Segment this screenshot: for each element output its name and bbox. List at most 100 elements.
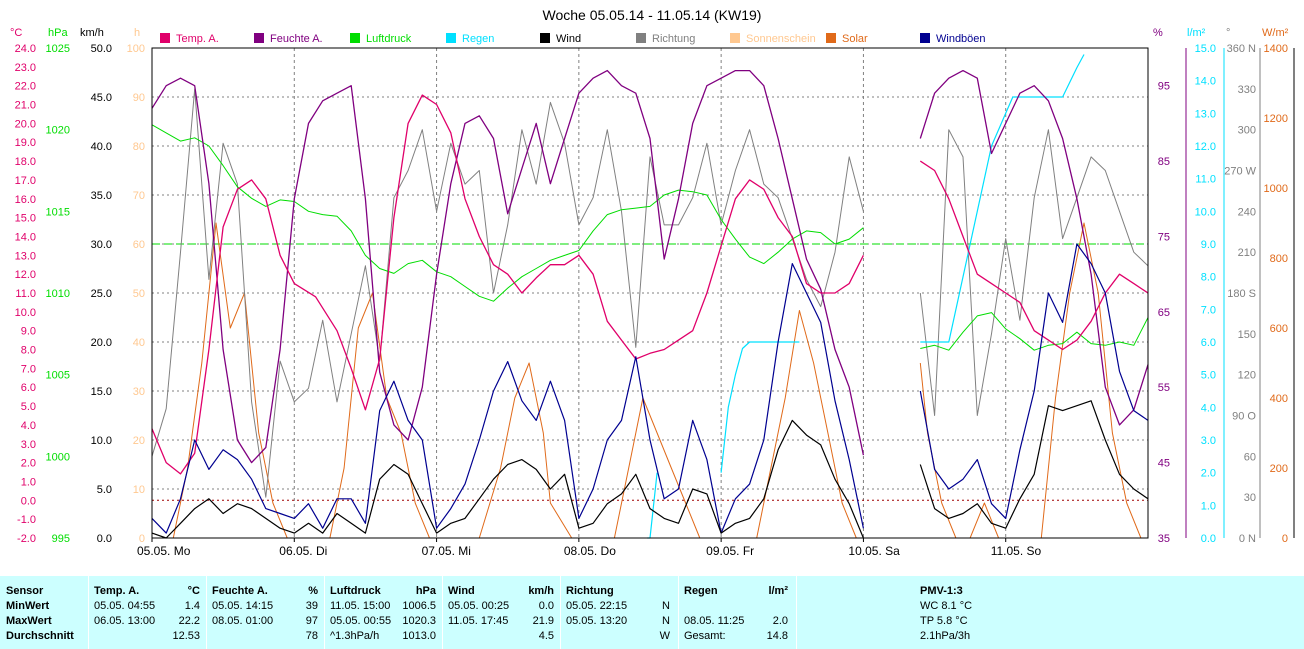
tick-label-temp: -2.0 bbox=[17, 533, 36, 545]
x-tick-label: 05.05. Mo bbox=[137, 544, 191, 558]
tick-label-temp: 4.0 bbox=[21, 420, 36, 432]
series-line-temp bbox=[151, 94, 1149, 475]
x-tick-label: 06.05. Di bbox=[279, 544, 327, 558]
legend-swatch-sonnenschein bbox=[730, 33, 740, 43]
tick-label-wind: 5.0 bbox=[97, 484, 112, 496]
tick-label-rain: 14.0 bbox=[1195, 76, 1216, 88]
tick-label-temp: 16.0 bbox=[15, 194, 36, 206]
tick-label-direction: 270 W bbox=[1224, 166, 1256, 178]
x-axis-labels: 05.05. Mo 06.05. Di 07.05. Mi 08.05. Do 09.0… bbox=[137, 538, 1042, 558]
tick-label-rain: 8.0 bbox=[1201, 272, 1216, 284]
tick-label-temp: 14.0 bbox=[15, 231, 36, 243]
tick-label-temp: -1.0 bbox=[17, 514, 36, 526]
tick-label-temp: 0.0 bbox=[21, 495, 36, 507]
tick-label-pressure: 1015 bbox=[46, 206, 70, 218]
tick-label-wind: 20.0 bbox=[91, 337, 112, 349]
tick-label-wind: 35.0 bbox=[91, 190, 112, 202]
tick-label-rain: 9.0 bbox=[1201, 239, 1216, 251]
feuchte-max-value: 97 bbox=[305, 615, 318, 627]
temp-header: Temp. A. bbox=[94, 585, 140, 597]
luftdruck-avg-value: 1013.0 bbox=[402, 630, 436, 642]
tick-label-temp: 1.0 bbox=[21, 476, 36, 488]
tick-label-rain: 7.0 bbox=[1201, 304, 1216, 316]
luftdruck-header: Luftdruck bbox=[330, 585, 381, 597]
wind-max-time: 11.05. 17:45 bbox=[448, 615, 509, 627]
series-line-windboeen bbox=[151, 243, 1149, 534]
legend-swatch-windboeen bbox=[920, 33, 930, 43]
tick-label-pressure: 1005 bbox=[46, 370, 70, 382]
temp-min-value: 1.4 bbox=[184, 600, 200, 612]
x-tick-label: 09.05. Fr bbox=[706, 544, 754, 558]
tick-label-rain: 4.0 bbox=[1201, 402, 1216, 414]
statistics-panel: Sensor MinWert MaxWert Durchschnitt Temp… bbox=[0, 576, 1304, 649]
legend-label-feuchte: Feuchte A. bbox=[270, 33, 323, 45]
tick-label-rain: 5.0 bbox=[1201, 370, 1216, 382]
tick-label-sun: 40 bbox=[133, 337, 145, 349]
tick-label-temp: 12.0 bbox=[15, 269, 36, 281]
axis-units: °C hPa km/h h% l/m² ° W/m² bbox=[10, 27, 1289, 39]
legend-label-wind: Wind bbox=[556, 33, 581, 45]
tick-label-sun: 80 bbox=[133, 141, 145, 153]
tick-label-wind: 10.0 bbox=[91, 435, 112, 447]
regen-total-value: 14.8 bbox=[766, 630, 788, 642]
tick-label-direction: 300 bbox=[1238, 125, 1256, 137]
tick-label-sun: 70 bbox=[133, 190, 145, 202]
tick-label-temp: 5.0 bbox=[21, 401, 36, 413]
tick-label-humidity: 75 bbox=[1158, 231, 1170, 243]
unit-label-sun: h bbox=[134, 27, 140, 39]
unit-label-temp: °C bbox=[10, 27, 22, 39]
temp-max-time: 06.05. 13:00 bbox=[94, 615, 156, 627]
tick-label-humidity: 65 bbox=[1158, 307, 1170, 319]
tick-label-humidity: 45 bbox=[1158, 458, 1170, 470]
luftdruck-max-time: 05.05. 00:55 bbox=[330, 615, 392, 627]
legend-label-luftdruck: Luftdruck bbox=[366, 33, 412, 45]
tick-label-sun: 10 bbox=[133, 484, 145, 496]
unit-label-rain: l/m² bbox=[1187, 27, 1206, 39]
pmv-tp: TP 5.8 °C bbox=[920, 615, 968, 627]
tick-label-rain: 2.0 bbox=[1201, 468, 1216, 480]
tick-label-sun: 0 bbox=[139, 533, 145, 545]
tick-label-direction: 150 bbox=[1238, 329, 1256, 341]
series-line-richtung bbox=[151, 88, 1149, 498]
regen-unit: l/m² bbox=[768, 585, 788, 597]
luftdruck-max-value: 1020.3 bbox=[402, 615, 436, 627]
tick-label-temp: 20.0 bbox=[15, 118, 36, 130]
legend-swatch-solar bbox=[826, 33, 836, 43]
tick-label-wind: 15.0 bbox=[91, 386, 112, 398]
tick-label-direction: 360 N bbox=[1227, 43, 1256, 55]
feuchte-min-value: 39 bbox=[305, 600, 318, 612]
tick-label-direction: 210 bbox=[1238, 247, 1256, 259]
wind-avg-value: 4.5 bbox=[538, 630, 554, 642]
tick-label-direction: 90 O bbox=[1232, 411, 1256, 423]
series-lines bbox=[151, 55, 1149, 539]
wind-min-time: 05.05. 00:25 bbox=[448, 600, 510, 612]
tick-label-solar: 400 bbox=[1270, 393, 1288, 405]
tick-label-rain: 6.0 bbox=[1201, 337, 1216, 349]
tick-label-temp: 13.0 bbox=[15, 250, 36, 262]
legend-label-richtung: Richtung bbox=[652, 33, 695, 45]
richtung-max-time: 05.05. 13:20 bbox=[566, 615, 628, 627]
tick-label-solar: 200 bbox=[1270, 463, 1288, 475]
sensor-header: Sensor bbox=[6, 585, 44, 597]
luftdruck-unit: hPa bbox=[415, 585, 436, 597]
legend-label-regen: Regen bbox=[462, 33, 494, 45]
tick-label-rain: 10.0 bbox=[1195, 206, 1216, 218]
luftdruck-trend: ^1.3hPa/h bbox=[330, 630, 380, 642]
feuchte-max-time: 08.05. 01:00 bbox=[212, 615, 274, 627]
tick-label-solar: 1400 bbox=[1264, 43, 1288, 55]
axes: 24.0 23.0 22.0 21.0 20.0 19.0 18.0 17.0 16.0 15.0… bbox=[15, 43, 1295, 545]
tick-label-direction: 30 bbox=[1244, 492, 1256, 504]
tick-label-temp: 23.0 bbox=[15, 62, 36, 74]
chart-title: Woche 05.05.14 - 11.05.14 (KW19) bbox=[543, 7, 762, 23]
tick-label-rain: 13.0 bbox=[1195, 108, 1216, 120]
series-line-luftdruck bbox=[151, 124, 1149, 351]
tick-label-direction: 240 bbox=[1238, 206, 1256, 218]
tick-label-solar: 1000 bbox=[1264, 183, 1288, 195]
tick-label-rain: 1.0 bbox=[1201, 500, 1216, 512]
feuchte-unit: % bbox=[308, 585, 318, 597]
tick-label-pressure: 995 bbox=[52, 533, 70, 545]
tick-label-sun: 100 bbox=[127, 43, 145, 55]
wind-unit: km/h bbox=[528, 585, 554, 597]
tick-label-solar: 1200 bbox=[1264, 113, 1288, 125]
tick-label-pressure: 1010 bbox=[46, 288, 70, 300]
